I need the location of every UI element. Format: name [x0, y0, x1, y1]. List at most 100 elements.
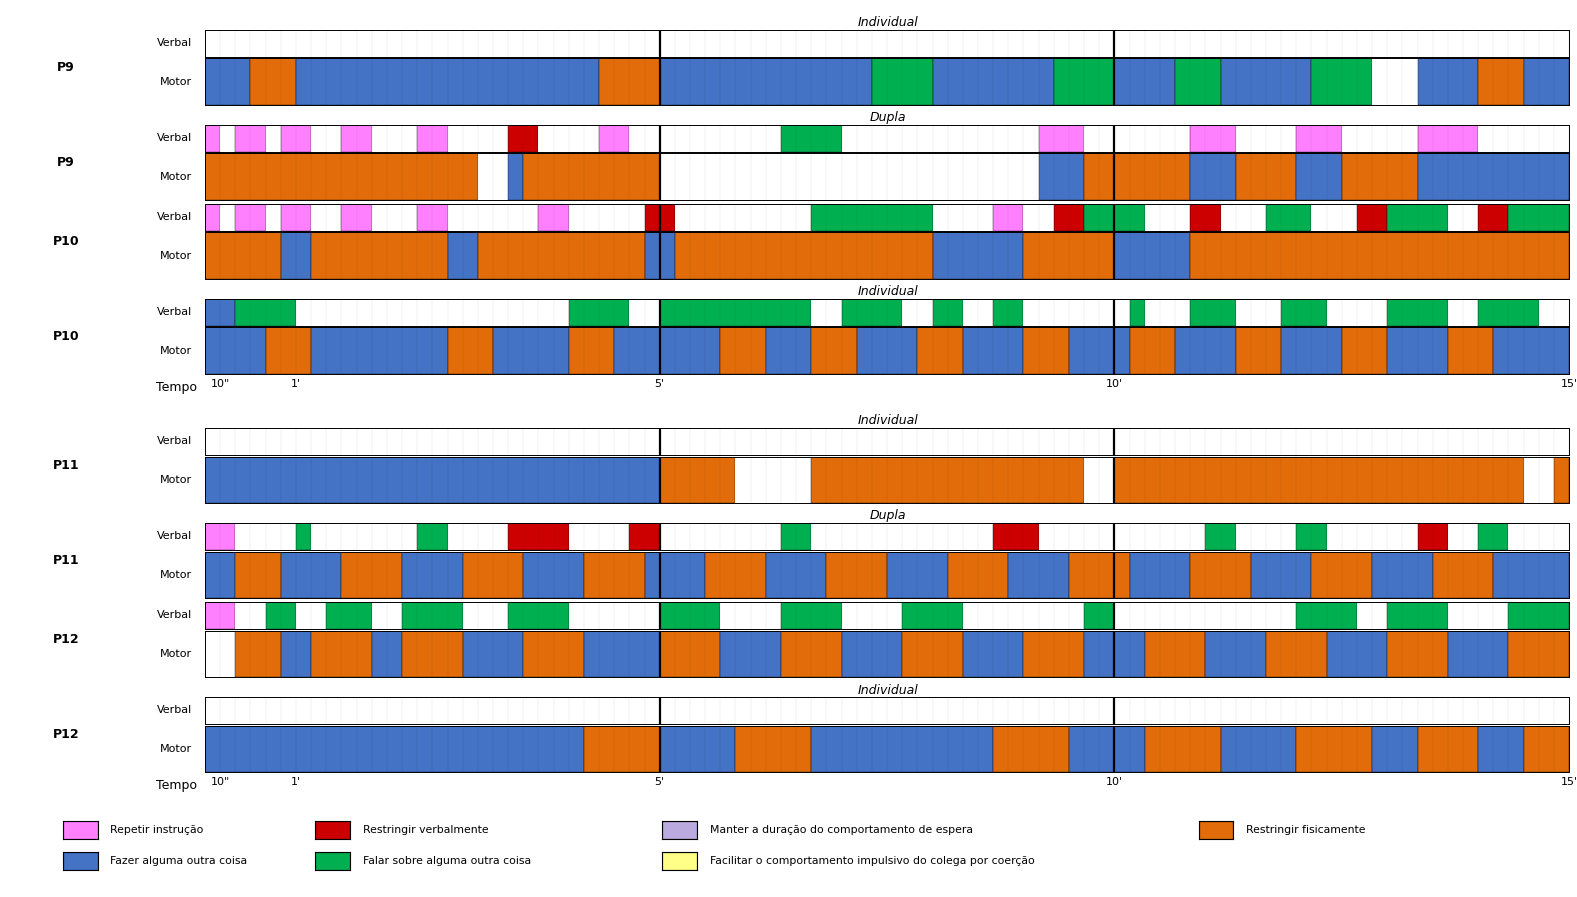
Text: 10': 10': [1105, 379, 1123, 388]
Bar: [235, 523, 296, 550]
Bar: [1296, 125, 1342, 152]
Bar: [1493, 327, 1569, 374]
Bar: [659, 726, 735, 772]
Bar: [281, 232, 311, 279]
Bar: [1115, 602, 1296, 629]
Bar: [583, 552, 645, 598]
Bar: [342, 125, 372, 152]
Bar: [478, 153, 508, 200]
Bar: [1205, 523, 1236, 550]
Text: Motor: Motor: [161, 744, 192, 754]
Bar: [1523, 58, 1569, 105]
Text: Verbal: Verbal: [158, 531, 192, 542]
Bar: [1418, 726, 1478, 772]
Bar: [1266, 204, 1312, 231]
Bar: [1191, 153, 1236, 200]
Bar: [1418, 153, 1569, 200]
Bar: [599, 125, 629, 152]
Bar: [524, 631, 583, 677]
Bar: [811, 299, 842, 326]
Text: Dupla: Dupla: [869, 111, 907, 124]
Bar: [1388, 327, 1448, 374]
Bar: [1296, 726, 1372, 772]
Bar: [462, 602, 508, 629]
Text: Motor: Motor: [161, 570, 192, 580]
Bar: [448, 232, 478, 279]
Bar: [1539, 299, 1569, 326]
Text: 15': 15': [1561, 379, 1577, 388]
Text: P9: P9: [57, 156, 76, 169]
Bar: [265, 327, 311, 374]
Bar: [372, 631, 402, 677]
Bar: [994, 726, 1069, 772]
Bar: [265, 204, 281, 231]
Bar: [1069, 726, 1145, 772]
Bar: [811, 327, 856, 374]
Bar: [811, 204, 932, 231]
Bar: [659, 523, 781, 550]
Bar: [281, 631, 311, 677]
Bar: [1175, 58, 1221, 105]
Bar: [1083, 602, 1115, 629]
Text: Verbal: Verbal: [158, 436, 192, 447]
Bar: [1281, 327, 1342, 374]
Bar: [1448, 631, 1509, 677]
Bar: [1478, 299, 1539, 326]
Text: Individual: Individual: [858, 16, 918, 29]
Text: 5': 5': [654, 777, 665, 787]
Bar: [251, 58, 296, 105]
Bar: [372, 602, 402, 629]
Bar: [235, 602, 265, 629]
Bar: [205, 232, 281, 279]
Bar: [569, 299, 629, 326]
Bar: [205, 552, 235, 598]
Bar: [781, 631, 842, 677]
Text: Falar sobre alguma outra coisa: Falar sobre alguma outra coisa: [363, 856, 531, 867]
Bar: [569, 327, 615, 374]
Bar: [205, 58, 251, 105]
Bar: [932, 204, 994, 231]
Bar: [705, 552, 766, 598]
Bar: [721, 631, 781, 677]
Bar: [583, 631, 659, 677]
Bar: [1326, 523, 1418, 550]
Bar: [235, 631, 281, 677]
Bar: [964, 631, 1023, 677]
Bar: [205, 125, 221, 152]
Bar: [1236, 523, 1296, 550]
Bar: [418, 204, 448, 231]
Bar: [781, 523, 811, 550]
Bar: [766, 552, 826, 598]
Bar: [538, 125, 599, 152]
Bar: [205, 299, 235, 326]
Bar: [1053, 58, 1115, 105]
Bar: [205, 327, 265, 374]
Bar: [645, 232, 675, 279]
Text: 15': 15': [1561, 777, 1577, 787]
Bar: [1145, 204, 1191, 231]
Bar: [721, 602, 781, 629]
Bar: [1448, 523, 1478, 550]
Bar: [342, 552, 402, 598]
Text: P12: P12: [54, 633, 79, 646]
Bar: [735, 457, 811, 503]
Bar: [569, 204, 645, 231]
Bar: [1418, 58, 1478, 105]
Bar: [1039, 523, 1205, 550]
Bar: [524, 552, 583, 598]
Bar: [311, 232, 448, 279]
Bar: [1145, 726, 1221, 772]
Bar: [235, 204, 265, 231]
Text: Verbal: Verbal: [158, 38, 192, 48]
Text: Motor: Motor: [161, 250, 192, 261]
Text: Restringir verbalmente: Restringir verbalmente: [363, 824, 489, 835]
Bar: [1069, 327, 1129, 374]
Bar: [1493, 552, 1569, 598]
Bar: [1023, 204, 1053, 231]
Bar: [1115, 457, 1523, 503]
Bar: [1356, 204, 1388, 231]
Bar: [659, 457, 735, 503]
Bar: [1039, 125, 1083, 152]
Bar: [1478, 58, 1523, 105]
Bar: [1478, 726, 1523, 772]
